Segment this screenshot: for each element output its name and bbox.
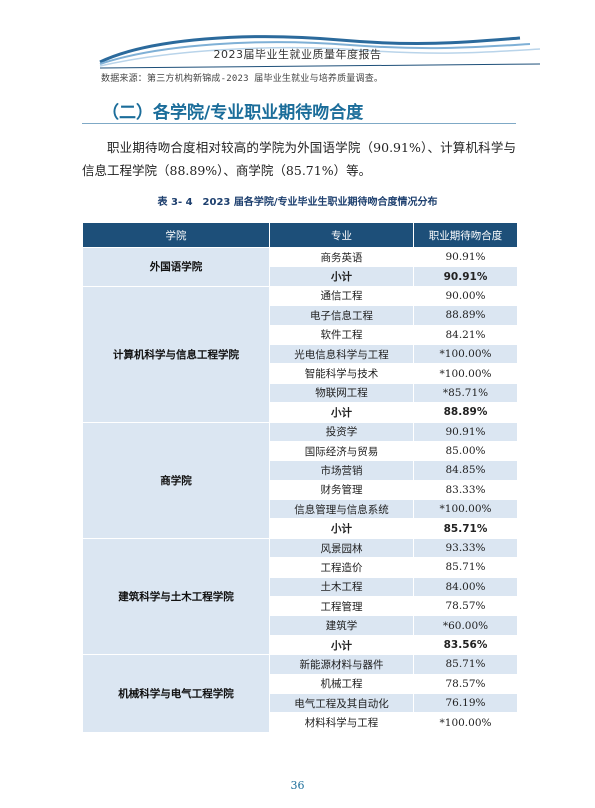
table-row: 财务管理 83.33%: [83, 479, 518, 501]
major-cell: 信息管理与信息系统: [269, 499, 414, 520]
subtotal-rate-cell: 85.71%: [413, 518, 518, 539]
major-cell: 光电信息科学与工程: [269, 343, 414, 365]
table-row: 工程造价 85.71%: [83, 557, 518, 578]
career-match-table: 学院 专业 职业期待吻合度 外国语学院 商务英语 90.91% 小计 90.91% 计算机…: [82, 222, 518, 733]
table-row: 商学院 投资学 90.91%: [82, 421, 518, 539]
rate-cell: 83.33%: [413, 479, 518, 501]
major-cell: 商务英语: [269, 246, 414, 268]
table-row: 市场营销 84.85%: [83, 460, 518, 481]
rate-cell: *100.00%: [413, 712, 518, 733]
rate-cell: 76.19%: [413, 692, 518, 714]
rate-cell: 84.21%: [413, 324, 518, 345]
header-wave-decoration: [95, 0, 595, 69]
table-row-subtotal: 小计 88.89%: [83, 402, 518, 423]
table-row: 国际经济与贸易 85.00%: [83, 440, 518, 462]
table-caption: 表 3- 4 2023 届各学院/专业毕业生职业期待吻合度情况分布: [157, 197, 438, 208]
major-cell: 物联网工程: [269, 382, 414, 404]
table-header-row: 学院 专业 职业期待吻合度: [82, 222, 518, 248]
rate-cell: *60.00%: [413, 615, 518, 636]
table-row: 电子信息工程 88.89%: [83, 305, 518, 326]
rate-cell: 93.33%: [413, 537, 518, 559]
major-cell: 通信工程: [269, 285, 414, 307]
major-cell: 智能科学与技术: [269, 363, 414, 384]
rate-cell: 90.00%: [413, 285, 518, 307]
subtotal-rate-cell: 90.91%: [413, 266, 518, 287]
major-cell: 风景园林: [269, 537, 414, 559]
college-cell: 外国语学院: [82, 247, 270, 287]
major-cell: 市场营销: [269, 460, 414, 481]
rate-cell: 85.71%: [413, 557, 518, 578]
section-heading: （二）各学院/专业职业期待吻合度: [102, 103, 364, 123]
major-cell: 新能源材料与器件: [269, 654, 414, 675]
page-number: 36: [290, 779, 305, 792]
rate-cell: *100.00%: [413, 343, 518, 365]
college-cell: 商学院: [82, 421, 270, 539]
table-row: 工程管理 78.57%: [83, 596, 518, 617]
subtotal-rate-cell: 88.89%: [413, 402, 518, 423]
major-cell: 工程管理: [269, 596, 414, 617]
rate-cell: 84.85%: [413, 460, 518, 481]
college-cell: 机械科学与电气工程学院: [82, 654, 270, 733]
table-row: 光电信息科学与工程 *100.00%: [83, 343, 518, 365]
major-cell: 建筑学: [269, 615, 414, 636]
major-cell: 工程造价: [269, 557, 414, 578]
table-row: 计算机科学与信息工程学院 通信工程 90.00%: [82, 285, 518, 423]
rate-cell: *100.00%: [413, 499, 518, 520]
table-row: 机械科学与电气工程学院 新能源材料与器件 85.71%: [82, 654, 518, 733]
column-header-major: 专业: [269, 222, 414, 248]
major-cell: 投资学: [269, 421, 414, 442]
rate-cell: *85.71%: [413, 382, 518, 404]
table-row: 材料科学与工程 *100.00%: [83, 712, 518, 733]
body-paragraph: 职业期待吻合度相对较高的学院为外国语学院（90.91%）、计算机科学与信息工程学…: [82, 140, 516, 178]
rate-cell: 90.91%: [413, 246, 518, 268]
college-cell: 计算机科学与信息工程学院: [82, 285, 270, 423]
college-cell: 建筑科学与土木工程学院: [82, 537, 270, 656]
major-cell: 财务管理: [269, 479, 414, 501]
rate-cell: 78.57%: [413, 596, 518, 617]
subtotal-label-cell: 小计: [269, 402, 414, 423]
major-cell: 电气工程及其自动化: [269, 692, 414, 714]
subtotal-label-cell: 小计: [269, 634, 414, 656]
rate-cell: 85.71%: [413, 654, 518, 675]
table-row: 软件工程 84.21%: [83, 324, 518, 345]
major-cell: 材料科学与工程: [269, 712, 414, 733]
table-row: 智能科学与技术 *100.00%: [83, 363, 518, 384]
major-cell: 软件工程: [269, 324, 414, 345]
major-cell: 机械工程: [269, 673, 414, 694]
column-header-college: 学院: [82, 222, 270, 248]
rate-cell: 88.89%: [413, 305, 518, 326]
table-row: 机械工程 78.57%: [83, 673, 518, 694]
report-title: 2023届毕业生就业质量年度报告: [213, 48, 382, 61]
subtotal-label-cell: 小计: [269, 266, 414, 287]
table-row: 建筑科学与土木工程学院 风景园林 93.33%: [82, 537, 518, 656]
rate-cell: 84.00%: [413, 576, 518, 598]
subtotal-rate-cell: 83.56%: [413, 634, 518, 656]
major-cell: 国际经济与贸易: [269, 440, 414, 462]
table-row: 外国语学院 商务英语 90.91%: [82, 246, 518, 287]
table-body: 外国语学院 商务英语 90.91% 小计 90.91% 计算机科学与信息工程学院 通信工程 9…: [82, 246, 518, 733]
data-source-note: 数据来源：第三方机构新锦成-2023 届毕业生就业与培养质量调查。: [101, 74, 384, 84]
table-row-subtotal: 小计 90.91%: [83, 266, 518, 287]
table-row: 建筑学 *60.00%: [83, 615, 518, 636]
subtotal-label-cell: 小计: [269, 518, 414, 539]
rate-cell: 78.57%: [413, 673, 518, 694]
section-divider: [82, 123, 516, 124]
rate-cell: *100.00%: [413, 363, 518, 384]
major-cell: 土木工程: [269, 576, 414, 598]
rate-cell: 85.00%: [413, 440, 518, 462]
major-cell: 电子信息工程: [269, 305, 414, 326]
table-row: 土木工程 84.00%: [83, 576, 518, 598]
rate-cell: 90.91%: [413, 421, 518, 442]
column-header-rate: 职业期待吻合度: [413, 222, 518, 248]
table-row: 物联网工程 *85.71%: [83, 382, 518, 404]
